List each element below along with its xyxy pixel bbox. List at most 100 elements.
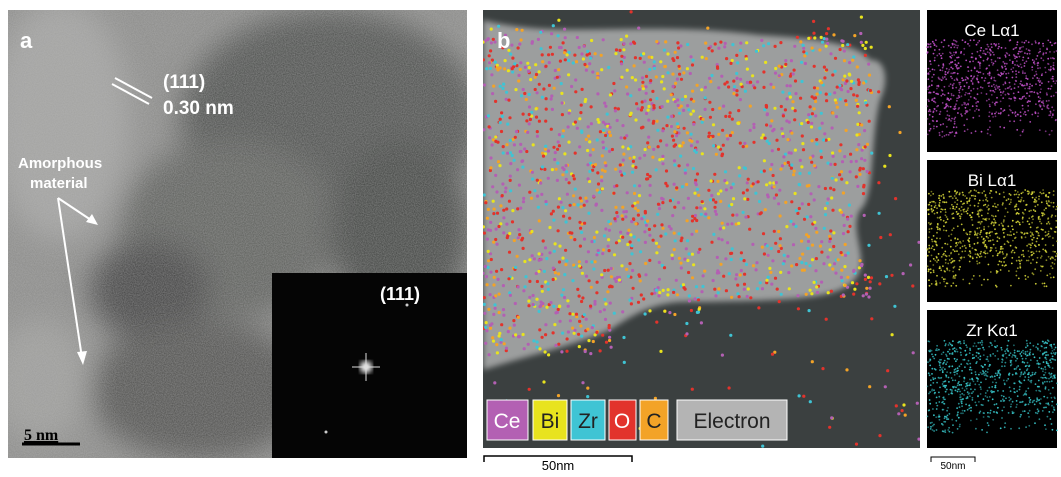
legend-label: Ce	[494, 410, 521, 433]
element-dot	[499, 338, 503, 342]
element-dot	[800, 239, 804, 243]
element-dot	[541, 60, 545, 64]
map-dot	[970, 80, 973, 82]
element-dot	[807, 309, 811, 313]
map-dot	[927, 88, 929, 91]
element-dot	[587, 339, 591, 343]
element-dot	[565, 337, 569, 341]
map-dot	[1024, 353, 1027, 355]
map-dot	[938, 415, 941, 418]
map-dot	[996, 96, 998, 99]
map-dot	[934, 377, 937, 380]
element-dot	[676, 98, 680, 102]
map-dot	[931, 245, 934, 248]
map-dot	[965, 91, 967, 94]
element-dot	[545, 257, 549, 261]
map-dot	[1022, 113, 1025, 115]
element-dot	[496, 277, 500, 281]
map-dot	[1037, 410, 1040, 412]
element-dot	[855, 65, 859, 69]
map-dot	[936, 211, 939, 214]
map-dot	[1015, 372, 1017, 374]
map-dot	[1009, 390, 1012, 393]
map-dot	[1006, 253, 1008, 256]
map-dot	[975, 249, 977, 252]
map-dot	[939, 282, 941, 284]
map-dot	[1025, 203, 1028, 206]
map-dot	[1043, 213, 1046, 216]
map-dot	[1017, 365, 1020, 367]
element-dot	[846, 217, 850, 221]
element-dot	[484, 341, 488, 345]
element-dot	[821, 83, 825, 87]
element-dot	[824, 317, 828, 321]
map-dot	[933, 91, 935, 93]
element-dot	[781, 114, 786, 118]
map-dot	[991, 221, 993, 224]
element-dot	[822, 37, 826, 41]
map-dot	[931, 80, 933, 82]
element-dot	[819, 35, 823, 40]
element-dot	[563, 152, 567, 156]
map-dot	[931, 388, 934, 391]
map-dot	[969, 255, 972, 257]
map-dot	[989, 271, 992, 273]
map-dot	[955, 65, 958, 67]
element-dot	[544, 97, 548, 101]
map-dot	[1024, 189, 1027, 191]
element-dot	[773, 71, 778, 75]
element-dot	[864, 40, 868, 44]
element-dot	[585, 199, 589, 203]
map-dot	[1017, 277, 1020, 280]
map-dot	[952, 270, 954, 273]
element-dot	[528, 258, 532, 262]
map-dot	[1035, 346, 1038, 348]
map-dot	[966, 346, 968, 349]
map-dot	[1045, 428, 1047, 430]
map-dot	[1047, 104, 1049, 107]
map-dot	[1008, 97, 1011, 100]
element-dot	[512, 238, 516, 243]
map-dot	[988, 232, 991, 235]
map-dot	[1040, 192, 1043, 195]
map-dot	[1013, 344, 1015, 347]
map-dot	[1008, 386, 1011, 389]
map-dot	[972, 390, 975, 393]
element-dot	[498, 84, 502, 88]
map-dot	[927, 73, 930, 76]
element-dot	[631, 204, 635, 208]
element-dot	[483, 296, 486, 300]
map-dot	[1004, 65, 1006, 68]
element-dot	[693, 149, 697, 153]
element-dot	[485, 283, 489, 287]
map-dot	[979, 371, 982, 374]
map-dot	[943, 201, 946, 204]
map-dot	[1039, 218, 1041, 221]
element-dot	[647, 145, 651, 149]
map-dot	[1034, 282, 1037, 285]
element-dot	[606, 244, 610, 248]
map-dot	[1034, 112, 1037, 115]
map-dot	[948, 426, 950, 429]
element-dot	[729, 333, 733, 337]
map-dot	[1031, 90, 1033, 93]
map-dot	[1015, 366, 1018, 369]
map-dot	[940, 195, 943, 197]
map-dot	[971, 82, 974, 84]
element-dot	[614, 52, 618, 56]
element-dot	[563, 27, 567, 31]
map-dot	[999, 74, 1002, 77]
legend-swatch	[486, 399, 529, 441]
map-dot	[945, 117, 947, 120]
element-dot	[488, 252, 493, 256]
map-dot	[994, 60, 997, 63]
map-dot	[1010, 427, 1012, 430]
element-dot	[703, 207, 707, 211]
map-dot	[1009, 405, 1012, 408]
element-dot	[704, 212, 708, 216]
map-dot	[1042, 377, 1044, 379]
map-dot	[1043, 395, 1046, 398]
element-dot	[613, 89, 617, 93]
map-dot	[938, 267, 941, 270]
element-dot	[490, 58, 494, 62]
